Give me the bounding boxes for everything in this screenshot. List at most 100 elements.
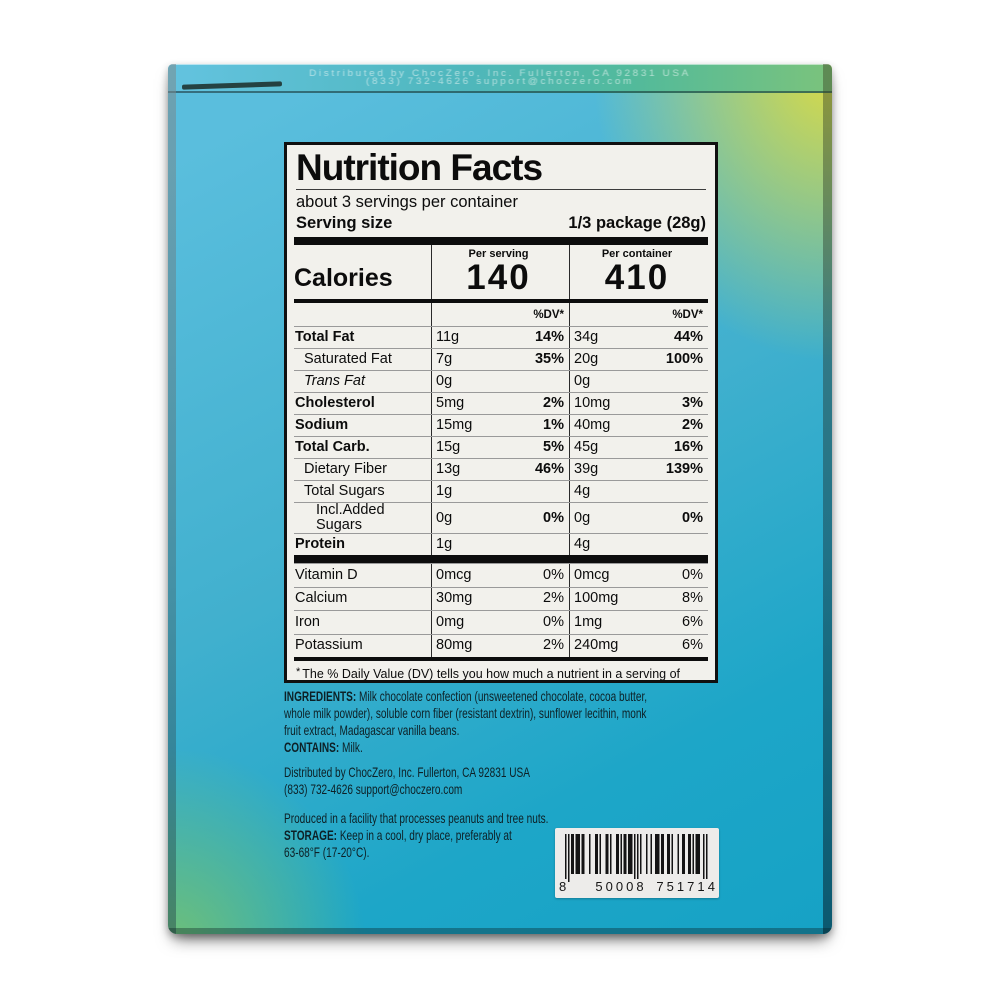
dv-header-container: %DV* (569, 303, 708, 326)
barcode-digits-group2: 75171 (650, 879, 714, 894)
container-percent-dv: 6% (682, 613, 703, 630)
footnote-text: The % Daily Value (DV) tells you how muc… (302, 667, 680, 681)
storage-temp-line: 63-68°F (17-20°C). (284, 844, 370, 860)
dv-header-serving: %DV* (431, 303, 569, 326)
serving-percent-dv: 35% (534, 351, 564, 367)
nutrient-name: Vitamin D (295, 566, 358, 583)
nutrient-name: Dietary Fiber (304, 461, 387, 477)
nutrient-name: Potassium (295, 637, 363, 654)
box-bottom-edge (168, 928, 832, 934)
nutrition-row: Total Fat 11g 14% 34g 44% (294, 326, 708, 348)
nutrient-name: Calcium (295, 590, 348, 607)
nutrient-name: Iron (295, 613, 320, 630)
container-percent-dv: 139% (665, 461, 703, 477)
calories-label: Calories (294, 264, 393, 292)
container-amount: 4g (574, 536, 591, 552)
serving-amount: 0mcg (436, 566, 472, 583)
nutrition-row: Potassium 80mg 2% 240mg 6% (294, 633, 708, 657)
serving-percent-dv: 0% (543, 566, 564, 583)
daily-value-footnote: * The % Daily Value (DV) tells you how m… (287, 661, 715, 681)
per-serving-cell: 0g (431, 371, 569, 392)
barcode-digit-right: 4 (706, 879, 716, 894)
contains-line: Milk. (339, 739, 363, 755)
nutrition-row: Total Sugars 1g 4g (294, 480, 708, 502)
contact-line: (833) 732-4626 support@choczero.com (284, 781, 463, 797)
per-container-cell: 1mg 6% (569, 611, 708, 634)
per-serving-cell: 15g 5% (431, 437, 569, 458)
flap-distributor-text: Distributed by ChocZero, Inc. Fullerton,… (309, 68, 691, 79)
container-percent-dv: 8% (682, 590, 703, 607)
ingredients-line: fruit extract, Madagascar vanilla beans. (284, 722, 460, 738)
footnote-asterisk: * (296, 666, 301, 678)
serving-percent-dv: 2% (543, 590, 564, 607)
per-serving-cell: 13g 46% (431, 459, 569, 480)
container-percent-dv: 2% (682, 417, 703, 433)
serving-amount: 0g (436, 373, 453, 389)
nutrition-row: Trans Fat 0g 0g (294, 370, 708, 392)
upc-barcode: 8 50008 75171 4 (555, 828, 719, 898)
container-amount: 0g (574, 509, 591, 526)
nutrition-facts-label: Nutrition Facts about 3 servings per con… (284, 142, 718, 683)
vitamin-mineral-rows: Vitamin D 0mcg 0% 0mcg 0% Calcium 30mg 2… (294, 563, 708, 657)
container-percent-dv: 44% (673, 329, 703, 345)
serving-amount: 0mg (436, 613, 465, 630)
per-container-cell: 39g 139% (569, 459, 708, 480)
distributor-text: Distributed by ChocZero, Inc. Fullerton,… (284, 764, 530, 798)
nutrition-facts-title: Nutrition Facts (296, 147, 543, 188)
serving-amount: 11g (436, 329, 460, 345)
per-container-label: Per container (601, 248, 673, 260)
per-serving-cell: 7g 35% (431, 349, 569, 370)
container-percent-dv: 6% (682, 637, 703, 654)
per-serving-cell: 11g 14% (431, 327, 569, 348)
nutrient-rows: Total Fat 11g 14% 34g 44% Saturated Fat … (294, 326, 708, 555)
nutrient-name: Saturated Fat (304, 351, 392, 367)
per-serving-cell: 30mg 2% (431, 587, 569, 610)
per-container-cell: 240mg 6% (569, 634, 708, 657)
container-percent-dv: 0% (682, 566, 703, 583)
container-amount: 34g (574, 329, 599, 345)
per-serving-cell: 1g (431, 534, 569, 555)
serving-percent-dv: 1% (543, 417, 564, 433)
nutrient-name: Total Carb. (295, 439, 370, 455)
title-divider (296, 189, 706, 190)
per-serving-label: Per serving (468, 248, 529, 260)
nutrient-name: Trans Fat (304, 373, 365, 389)
serving-amount: 5mg (436, 395, 465, 411)
medium-divider-bar (294, 299, 708, 303)
container-percent-dv: 3% (682, 395, 703, 411)
serving-amount: 13g (436, 461, 461, 477)
nutrition-row: Dietary Fiber 13g 46% 39g 139% (294, 458, 708, 480)
serving-amount: 1g (436, 483, 453, 499)
nutrition-row: Calcium 30mg 2% 100mg 8% (294, 586, 708, 610)
per-serving-cell: 0mcg 0% (431, 564, 569, 587)
box-top-flap: Distributed by ChocZero, Inc. Fullerton,… (168, 64, 832, 93)
storage-heading: STORAGE: (284, 827, 338, 843)
container-amount: 10mg (574, 395, 611, 411)
container-percent-dv: 100% (665, 351, 703, 367)
serving-percent-dv: 0% (543, 613, 564, 630)
serving-size-label: Serving size (296, 214, 393, 232)
per-serving-cell: 5mg 2% (431, 393, 569, 414)
chocolate-box-back: Distributed by ChocZero, Inc. Fullerton,… (168, 64, 832, 934)
barcode-digits-group1: 50008 (582, 879, 660, 894)
nutrition-row: Incl.Added Sugars 0g 0% 0g 0% (294, 502, 708, 533)
per-container-cell: 45g 16% (569, 437, 708, 458)
nutrient-name: Cholesterol (295, 395, 375, 411)
per-serving-cell: 15mg 1% (431, 415, 569, 436)
nutrition-row: Iron 0mg 0% 1mg 6% (294, 610, 708, 634)
per-container-cell: 4g (569, 481, 708, 502)
distributor-line: Distributed by ChocZero, Inc. Fullerton,… (284, 764, 530, 780)
per-container-cell: 4g (569, 534, 708, 555)
contains-heading: CONTAINS: (284, 739, 340, 755)
per-container-cell: 0g 0% (569, 503, 708, 533)
per-serving-cell: 1g (431, 481, 569, 502)
nutrition-row: Protein 1g 4g (294, 533, 708, 555)
container-percent-dv: 16% (673, 439, 703, 455)
container-amount: 45g (574, 439, 599, 455)
ingredients-text: INGREDIENTS: Milk chocolate confection (… (284, 688, 647, 756)
per-container-cell: 100mg 8% (569, 587, 708, 610)
servings-per-container: about 3 servings per container (296, 193, 518, 211)
container-amount: 0g (574, 373, 591, 389)
per-container-cell: 40mg 2% (569, 415, 708, 436)
nutrient-name: Protein (295, 536, 345, 552)
